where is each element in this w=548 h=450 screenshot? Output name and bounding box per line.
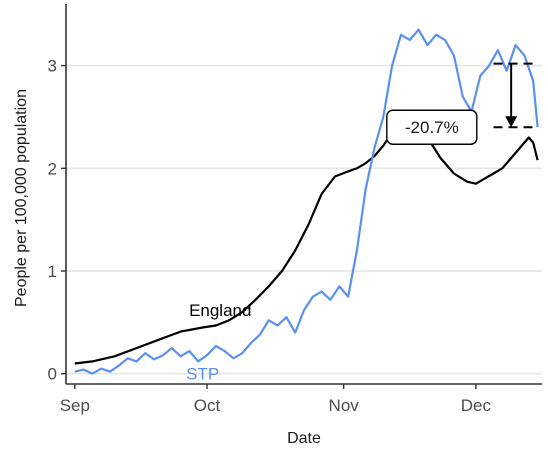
- axes: [65, 4, 542, 385]
- y-tick-label: 2: [48, 159, 57, 178]
- annotation-label-box: [386, 109, 478, 145]
- series-label-stp: STP: [186, 365, 219, 384]
- annotation-arrow-head: [505, 116, 518, 128]
- series-line-england: [74, 115, 539, 365]
- y-tick-label: 0: [48, 365, 57, 384]
- ticks: 0 1 2 3 Sep Oct Nov Dec: [48, 57, 492, 415]
- annotation-label: -20.7%: [405, 118, 459, 137]
- x-tick-label: Nov: [329, 396, 360, 415]
- x-tick-label: Oct: [194, 396, 221, 415]
- y-axis-title: People per 100,000 population: [13, 89, 30, 307]
- y-tick-label: 3: [48, 57, 57, 76]
- grid-lines: [66, 64, 542, 375]
- x-tick-label: Dec: [461, 396, 492, 415]
- series: [74, 28, 539, 375]
- x-axis-title: Date: [287, 430, 321, 447]
- series-label-england: England: [189, 301, 251, 320]
- y-tick-label: 1: [48, 262, 57, 281]
- x-tick-label: Sep: [60, 396, 90, 415]
- series-labels: England STP: [186, 301, 251, 384]
- series-line-stp: [74, 28, 539, 375]
- annotation: -20.7%: [386, 62, 534, 145]
